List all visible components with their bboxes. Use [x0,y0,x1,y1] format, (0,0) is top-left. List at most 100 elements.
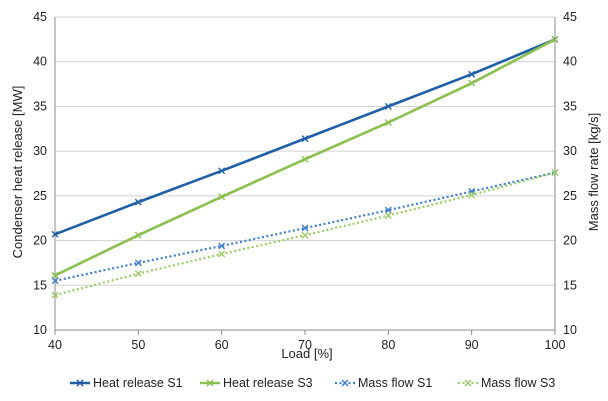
y-tick-label-15: 15 [33,278,47,292]
series-2-point-6 [468,79,476,87]
series-1-point-5 [384,102,392,110]
series-4-point-1 [51,291,59,299]
y2-tick-label-25: 25 [563,189,577,203]
series-3-point-3-stroke-b [218,242,226,250]
series-4-point-6-stroke-b [468,191,476,199]
legend-item-2: Heat release S3 [200,376,313,390]
y-tick-label-30: 30 [33,144,47,158]
y2-tick-label-15: 15 [563,278,577,292]
x-tick-label-90: 90 [465,338,479,352]
series-4-point-4-stroke-b [301,231,309,239]
y-tick-label-45: 45 [33,10,47,24]
series-1-point-1-stroke-b [51,230,59,238]
series-3-point-3 [218,242,226,250]
y-tick-label-20: 20 [33,234,47,248]
legend-marker-2 [206,379,214,387]
series-2-point-2-stroke-b [134,231,142,239]
series-3-point-1 [51,277,59,285]
series-4-point-5 [384,212,392,220]
legend-item-4: Mass flow S3 [458,376,555,390]
y2-tick-label-10: 10 [563,323,577,337]
series-3-point-2 [134,259,142,267]
series-4-point-3 [218,250,226,258]
series-4-point-1-stroke-b [51,291,59,299]
x-tick-label-40: 40 [48,338,62,352]
series-4-point-7 [551,169,559,177]
axes-layer [54,17,556,335]
series-2-point-2 [134,231,142,239]
legend-label-3: Mass flow S1 [358,376,432,390]
legend-label-1: Heat release S1 [93,376,183,390]
y-tick-label-25: 25 [33,189,47,203]
y2-tick-label-20: 20 [563,234,577,248]
legend: Heat release S1 Heat release S3 Mass flow … [70,376,555,390]
legend-marker-3 [341,379,349,387]
y2-axis-title: Mass flow rate [kg/s] [586,113,601,231]
series-1-point-3-stroke-b [218,167,226,175]
series-2-point-7-stroke-b [551,35,559,43]
series-4-point-7-stroke-b [551,169,559,177]
y2-tick-label-40: 40 [563,55,577,69]
series-1-point-2-stroke-b [134,198,142,206]
series-2 [51,35,559,279]
y2-tick-label-45: 45 [563,10,577,24]
y-tick-label-10: 10 [33,323,47,337]
series-3 [51,169,559,285]
legend-marker-2-stroke-b [206,379,214,387]
series-3-point-4-stroke-b [301,224,309,232]
x-axis-title: Load [%] [281,346,332,361]
series-1-point-6-stroke-b [468,70,476,78]
series-1-line [54,38,556,236]
series-2-point-3 [218,193,226,201]
series-1-point-1 [51,230,59,238]
series-2-point-1-stroke-b [51,271,59,279]
series-2-point-5-stroke-b [384,119,392,127]
legend-item-1: Heat release S1 [70,376,183,390]
x-tick-label-60: 60 [215,338,229,352]
y-axis-title: Condenser heat release [MW] [10,86,25,259]
series-3-line [54,171,556,282]
y-tick-label-40: 40 [33,55,47,69]
y2-tick-label-35: 35 [563,99,577,113]
series-1-point-6 [468,70,476,78]
series-2-point-7 [551,35,559,43]
series-3-point-4 [301,224,309,232]
series-2-point-4-stroke-b [301,155,309,163]
series-1-point-4 [301,135,309,143]
series-4-point-4 [301,231,309,239]
x-tick-label-100: 100 [545,338,566,352]
series-4-point-5-stroke-b [384,212,392,220]
series-3-point-1-stroke-b [51,277,59,285]
series-2-point-6-stroke-b [468,79,476,87]
series-4-point-6 [468,191,476,199]
series-3-point-5 [384,206,392,214]
series-4 [51,169,559,299]
y2-tick-label-30: 30 [563,144,577,158]
legend-marker-1 [76,379,84,387]
x-tick-label-80: 80 [381,338,395,352]
series-3-point-5-stroke-b [384,206,392,214]
x-tick-label-70: 70 [298,338,312,352]
series-2-point-5 [384,119,392,127]
legend-label-2: Heat release S3 [223,376,313,390]
grid-layer [55,16,555,331]
series-3-point-2-stroke-b [134,259,142,267]
series-2-point-4 [301,155,309,163]
series-2-point-3-stroke-b [218,193,226,201]
series-2-line [54,38,556,277]
x-tick-label-50: 50 [131,338,145,352]
series-4-point-2-stroke-b [134,270,142,278]
legend-marker-4 [464,379,472,387]
series-4-line [54,171,556,297]
series-1-point-2 [134,198,142,206]
series-1 [51,35,559,238]
series-1-point-3 [218,167,226,175]
legend-label-4: Mass flow S3 [481,376,555,390]
legend-marker-4-stroke-b [464,379,472,387]
series-4-point-2 [134,270,142,278]
legend-marker-1-stroke-b [76,379,84,387]
y-tick-label-35: 35 [33,99,47,113]
series-1-point-5-stroke-b [384,102,392,110]
